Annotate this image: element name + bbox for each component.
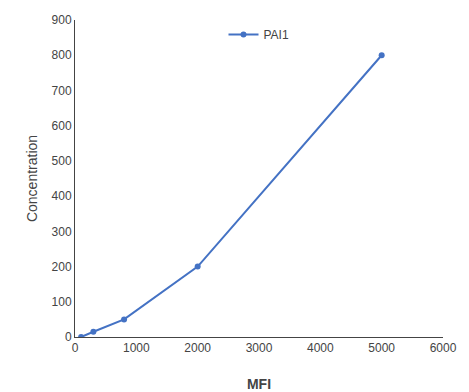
- svg-text:6000: 6000: [430, 341, 457, 355]
- svg-text:Concentration: Concentration: [24, 135, 40, 222]
- svg-text:700: 700: [52, 84, 72, 98]
- svg-text:5000: 5000: [368, 341, 395, 355]
- svg-text:4000: 4000: [307, 341, 334, 355]
- svg-text:MFI: MFI: [247, 376, 271, 392]
- svg-text:2000: 2000: [184, 341, 211, 355]
- svg-text:200: 200: [52, 260, 72, 274]
- svg-text:500: 500: [52, 154, 72, 168]
- svg-text:800: 800: [52, 48, 72, 62]
- svg-text:0: 0: [65, 330, 72, 344]
- svg-text:0: 0: [72, 341, 79, 355]
- svg-text:400: 400: [52, 189, 72, 203]
- svg-text:3000: 3000: [246, 341, 273, 355]
- svg-text:100: 100: [52, 295, 72, 309]
- svg-text:600: 600: [52, 119, 72, 133]
- svg-text:1000: 1000: [123, 341, 150, 355]
- svg-text:PAI1: PAI1: [264, 28, 289, 42]
- svg-text:300: 300: [52, 225, 72, 239]
- svg-text:900: 900: [52, 13, 72, 27]
